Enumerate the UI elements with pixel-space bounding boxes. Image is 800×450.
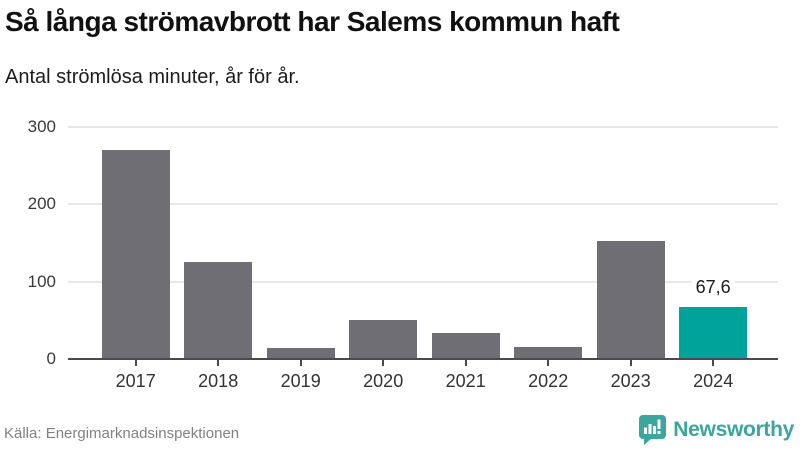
x-tick-2017: [134, 360, 137, 366]
x-label-2021: 2021: [445, 371, 486, 391]
x-tick-2020: [382, 360, 385, 366]
bar-2019: [266, 348, 335, 359]
gridline-100: [68, 280, 778, 283]
bar-chart: 0 100 200 300 2017 2018 2019 2020 2021 2022 2023 20…: [0, 110, 800, 410]
x-tick-2024: [712, 360, 715, 366]
x-label-2018: 2018: [198, 371, 239, 391]
x-label-2020: 2020: [363, 371, 404, 391]
x-label-2023: 2023: [610, 371, 651, 391]
source-note: Källa: Energimarknadsinspektionen: [4, 425, 240, 442]
gridline-300: [68, 126, 778, 128]
x-label-2022: 2022: [528, 371, 569, 391]
chart-title: Så långa strömavbrott har Salems kommun …: [5, 6, 620, 37]
x-tick-2018: [217, 360, 220, 366]
chart-subtitle: Antal strömlösa minuter, år för år.: [5, 66, 300, 88]
x-label-2019: 2019: [280, 371, 321, 391]
gridline-200: [68, 203, 778, 206]
bar-2021: [431, 333, 500, 359]
newsworthy-icon: [639, 415, 667, 445]
newsworthy-wordmark: Newsworthy: [673, 418, 794, 441]
bar-2017: [101, 150, 170, 359]
bar-2018: [184, 261, 253, 359]
x-axis-line: [68, 358, 778, 360]
x-label-2024: 2024: [693, 371, 734, 391]
y-tick-label-300: 300: [27, 117, 56, 136]
y-tick-label-100: 100: [27, 271, 56, 291]
x-tick-2022: [547, 360, 550, 366]
y-tick-label-0: 0: [46, 349, 56, 368]
newsworthy-logo: Newsworthy: [639, 415, 794, 445]
bar-2022: [514, 347, 583, 359]
value-label-2024: 67,6: [691, 276, 735, 298]
x-tick-2023: [629, 360, 632, 366]
x-tick-2019: [299, 360, 302, 366]
bar-2024: [679, 306, 748, 359]
footer: Källa: Energimarknadsinspektionen Newswo…: [0, 408, 800, 450]
x-tick-2021: [464, 360, 467, 366]
x-label-2017: 2017: [115, 371, 156, 391]
bar-2020: [349, 319, 418, 359]
bar-2023: [596, 241, 665, 359]
y-tick-label-200: 200: [27, 194, 56, 214]
